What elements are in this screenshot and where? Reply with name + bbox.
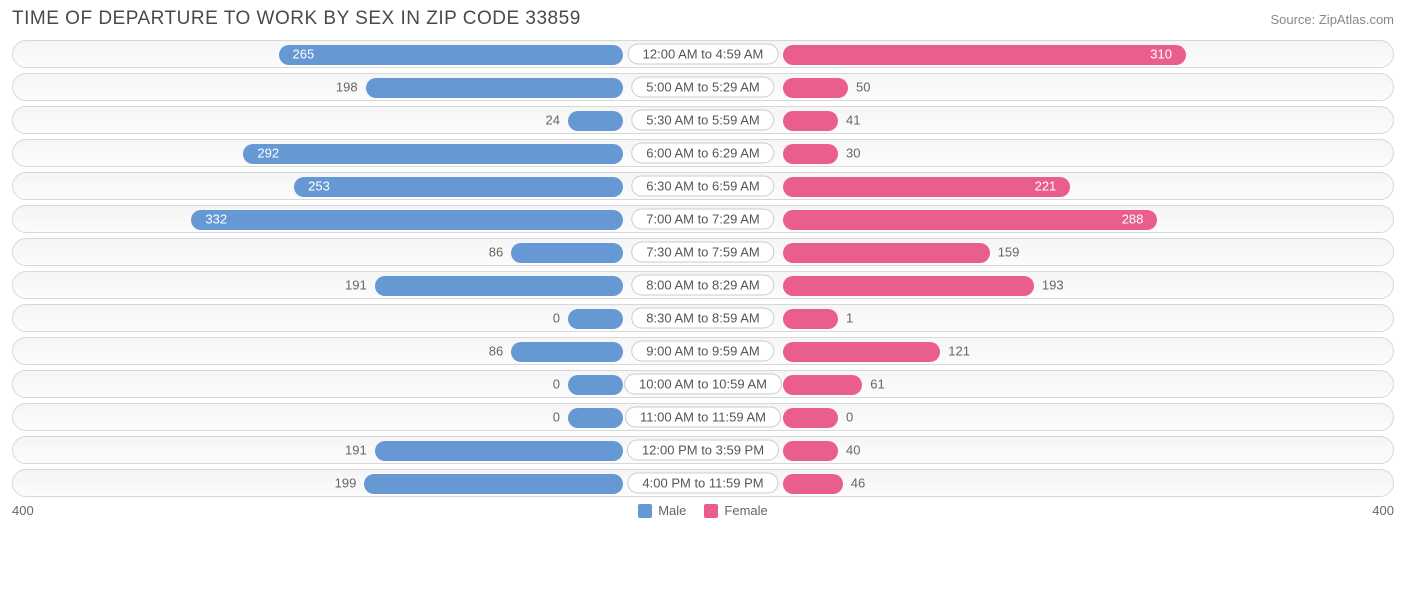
male-value: 332 — [205, 212, 227, 227]
female-bar — [783, 375, 862, 395]
male-bar — [568, 111, 623, 131]
chart-row: 199 46 4:00 PM to 11:59 PM — [12, 469, 1394, 497]
time-range-label: 4:00 PM to 11:59 PM — [627, 473, 778, 494]
male-value: 0 — [553, 410, 560, 425]
male-bar — [375, 441, 623, 461]
male-value: 253 — [308, 179, 330, 194]
male-value: 0 — [553, 377, 560, 392]
chart-footer: 400 Male Female 400 — [12, 503, 1394, 518]
male-bar — [191, 210, 623, 230]
male-bar — [279, 45, 624, 65]
time-range-label: 10:00 AM to 10:59 AM — [624, 374, 782, 395]
male-value: 86 — [489, 344, 503, 359]
chart-row: 0 0 11:00 AM to 11:59 AM — [12, 403, 1394, 431]
female-bar — [783, 309, 838, 329]
female-value: 0 — [846, 410, 853, 425]
legend-item: Female — [704, 503, 767, 518]
male-bar — [375, 276, 623, 296]
female-value: 1 — [846, 311, 853, 326]
female-value: 193 — [1042, 278, 1064, 293]
female-value: 121 — [948, 344, 970, 359]
female-value: 61 — [870, 377, 884, 392]
chart-row: 292 30 6:00 AM to 6:29 AM — [12, 139, 1394, 167]
female-bar — [783, 474, 843, 494]
male-bar — [511, 342, 623, 362]
chart-row: 191 40 12:00 PM to 3:59 PM — [12, 436, 1394, 464]
female-bar — [783, 45, 1186, 65]
female-bar — [783, 441, 838, 461]
chart-row: 86 121 9:00 AM to 9:59 AM — [12, 337, 1394, 365]
male-value: 199 — [335, 476, 357, 491]
chart-row: 198 50 5:00 AM to 5:29 AM — [12, 73, 1394, 101]
time-range-label: 5:30 AM to 5:59 AM — [631, 110, 774, 131]
female-bar — [783, 342, 940, 362]
chart-row: 0 61 10:00 AM to 10:59 AM — [12, 370, 1394, 398]
time-range-label: 9:00 AM to 9:59 AM — [631, 341, 774, 362]
male-value: 292 — [257, 146, 279, 161]
female-value: 288 — [1122, 212, 1144, 227]
female-value: 50 — [856, 80, 870, 95]
chart-row: 24 41 5:30 AM to 5:59 AM — [12, 106, 1394, 134]
female-bar — [783, 210, 1157, 230]
time-range-label: 6:00 AM to 6:29 AM — [631, 143, 774, 164]
female-bar — [783, 111, 838, 131]
legend-label: Female — [724, 503, 767, 518]
male-bar — [568, 375, 623, 395]
legend-swatch — [704, 504, 718, 518]
chart-legend: Male Female — [638, 503, 768, 518]
female-value: 41 — [846, 113, 860, 128]
legend-item: Male — [638, 503, 686, 518]
male-bar — [511, 243, 623, 263]
legend-swatch — [638, 504, 652, 518]
time-range-label: 7:00 AM to 7:29 AM — [631, 209, 774, 230]
time-range-label: 6:30 AM to 6:59 AM — [631, 176, 774, 197]
male-value: 191 — [345, 443, 367, 458]
male-bar — [294, 177, 623, 197]
axis-left-max: 400 — [12, 503, 52, 518]
female-value: 159 — [998, 245, 1020, 260]
chart-source: Source: ZipAtlas.com — [1270, 12, 1394, 27]
diverging-bar-chart: 265 310 12:00 AM to 4:59 AM 198 50 5:00 AM to… — [12, 40, 1394, 497]
female-bar — [783, 243, 990, 263]
axis-right-max: 400 — [1354, 503, 1394, 518]
female-value: 221 — [1035, 179, 1057, 194]
female-bar — [783, 144, 838, 164]
chart-row: 332 288 7:00 AM to 7:29 AM — [12, 205, 1394, 233]
male-bar — [568, 408, 623, 428]
male-bar — [366, 78, 623, 98]
female-bar — [783, 408, 838, 428]
male-value: 265 — [293, 47, 315, 62]
chart-row: 253 221 6:30 AM to 6:59 AM — [12, 172, 1394, 200]
chart-title: TIME OF DEPARTURE TO WORK BY SEX IN ZIP … — [12, 8, 581, 30]
male-value: 24 — [546, 113, 560, 128]
female-value: 46 — [851, 476, 865, 491]
chart-row: 0 1 8:30 AM to 8:59 AM — [12, 304, 1394, 332]
chart-row: 191 193 8:00 AM to 8:29 AM — [12, 271, 1394, 299]
time-range-label: 11:00 AM to 11:59 AM — [625, 407, 781, 428]
female-bar — [783, 78, 848, 98]
time-range-label: 5:00 AM to 5:29 AM — [631, 77, 774, 98]
chart-row: 86 159 7:30 AM to 7:59 AM — [12, 238, 1394, 266]
chart-row: 265 310 12:00 AM to 4:59 AM — [12, 40, 1394, 68]
male-bar — [364, 474, 623, 494]
female-value: 310 — [1150, 47, 1172, 62]
time-range-label: 7:30 AM to 7:59 AM — [631, 242, 774, 263]
male-value: 191 — [345, 278, 367, 293]
time-range-label: 8:00 AM to 8:29 AM — [631, 275, 774, 296]
male-value: 0 — [553, 311, 560, 326]
time-range-label: 8:30 AM to 8:59 AM — [631, 308, 774, 329]
time-range-label: 12:00 AM to 4:59 AM — [628, 44, 779, 65]
male-value: 198 — [336, 80, 358, 95]
male-bar — [568, 309, 623, 329]
male-bar — [243, 144, 623, 164]
chart-header: TIME OF DEPARTURE TO WORK BY SEX IN ZIP … — [12, 8, 1394, 30]
legend-label: Male — [658, 503, 686, 518]
female-value: 30 — [846, 146, 860, 161]
male-value: 86 — [489, 245, 503, 260]
time-range-label: 12:00 PM to 3:59 PM — [627, 440, 779, 461]
female-bar — [783, 276, 1034, 296]
female-bar — [783, 177, 1070, 197]
female-value: 40 — [846, 443, 860, 458]
